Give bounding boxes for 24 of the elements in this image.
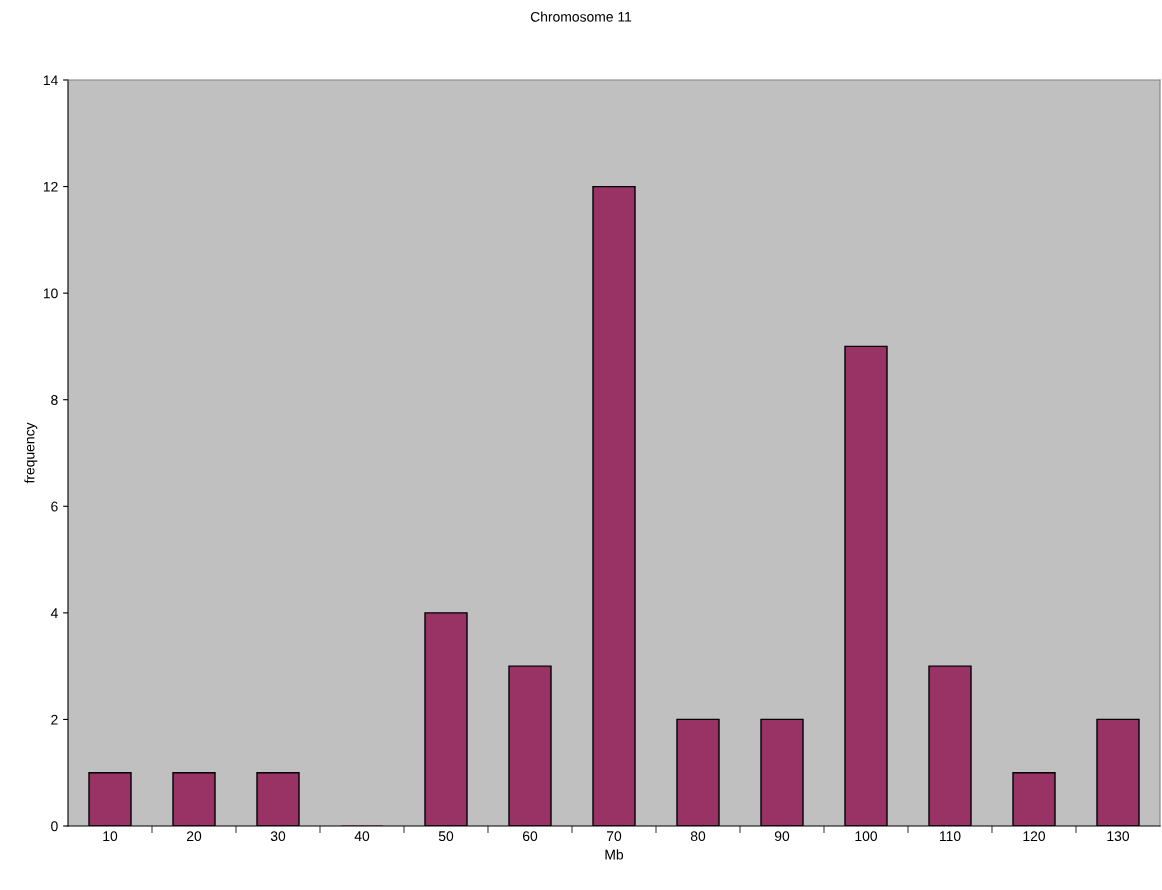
x-tick-label: 20 <box>186 831 202 842</box>
x-axis-title: Mb <box>605 849 624 860</box>
x-tick-label: 110 <box>939 831 961 842</box>
y-tick-label: 4 <box>50 608 58 618</box>
chart-title: Chromosome 11 <box>530 11 632 22</box>
y-tick-label: 14 <box>43 75 58 86</box>
x-tick-label: 130 <box>1107 831 1130 842</box>
x-tick-label: 10 <box>103 831 118 842</box>
x-tick-label: 50 <box>438 831 454 842</box>
y-tick-label: 2 <box>51 714 58 725</box>
y-tick-label: 6 <box>51 501 58 512</box>
x-tick-label: 100 <box>855 831 878 842</box>
y-tick-label: 0 <box>51 821 58 832</box>
x-tick-label: 30 <box>270 831 286 842</box>
x-tick-label: 70 <box>606 831 622 842</box>
y-tick-label: 8 <box>51 395 58 405</box>
x-tick-label: 80 <box>690 831 706 842</box>
x-tick-label: 60 <box>522 831 538 842</box>
y-tick-label: 12 <box>43 181 58 192</box>
y-tick-label: 10 <box>43 288 58 299</box>
y-axis-title: frequency <box>24 422 38 484</box>
x-tick-label: 90 <box>774 831 790 842</box>
x-tick-label: 120 <box>1023 831 1046 842</box>
x-tick-label: 40 <box>354 831 370 842</box>
